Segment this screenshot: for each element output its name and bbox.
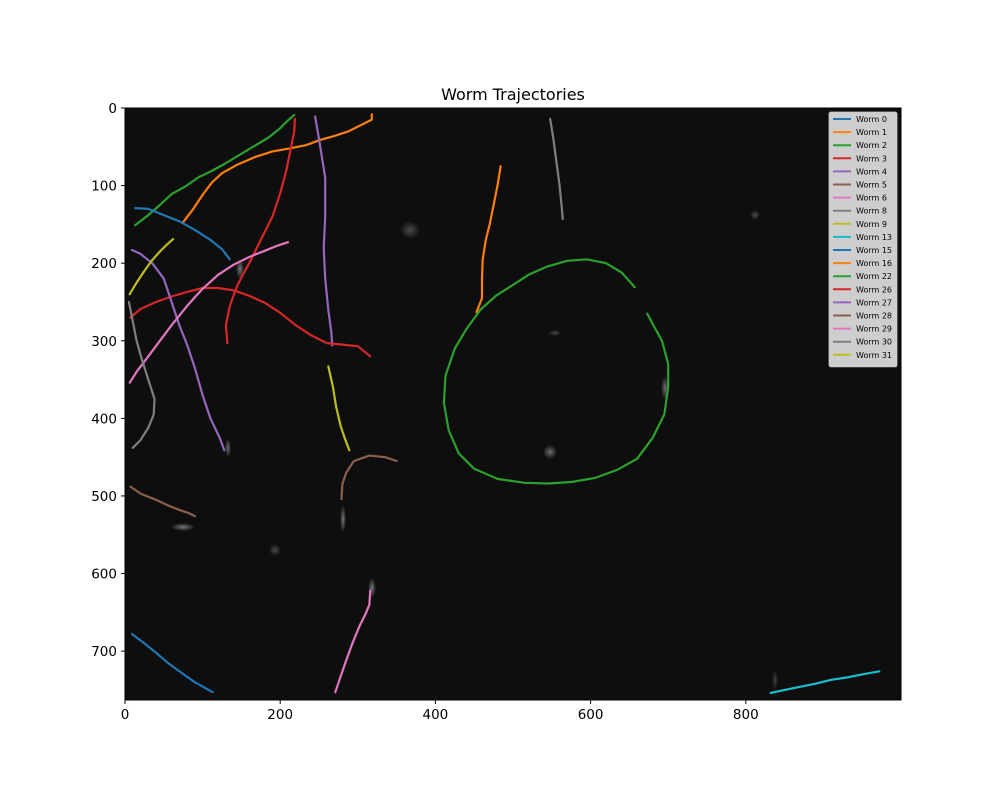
series-line-10 <box>134 207 231 261</box>
chart-title: Worm Trajectories <box>441 85 585 104</box>
legend-entry-4: Worm 4 <box>856 167 887 176</box>
background-blob <box>549 330 561 336</box>
legend-entry-5: Worm 5 <box>856 181 887 190</box>
y-tick-label: 600 <box>91 567 117 583</box>
background-blob <box>236 259 244 279</box>
series-line-1 <box>182 113 373 224</box>
series-line-13 <box>129 286 372 358</box>
plot-area <box>124 107 902 701</box>
legend-entry-2: Worm 2 <box>856 141 887 150</box>
series-line-17 <box>127 300 156 449</box>
series-line-4 <box>314 115 334 347</box>
x-tick-label: 600 <box>578 707 604 723</box>
background-blob <box>772 670 778 690</box>
series-line-18 <box>128 238 175 296</box>
y-tick-label: 500 <box>91 489 117 505</box>
legend-entry-14: Worm 27 <box>856 298 892 307</box>
series-layer <box>127 113 881 695</box>
series-line-6 <box>334 589 372 694</box>
series-line-8 <box>327 365 351 452</box>
legend-entry-9: Worm 13 <box>856 233 892 242</box>
x-tick-label: 0 <box>121 707 130 723</box>
series-line-2 <box>134 113 296 227</box>
x-tick-label: 200 <box>267 707 293 723</box>
microscope-background <box>125 108 901 700</box>
y-tick-label: 300 <box>91 334 117 350</box>
series-line-11 <box>475 165 502 314</box>
legend-entry-11: Worm 16 <box>856 259 892 268</box>
series-line-12 <box>442 258 670 485</box>
background-blob <box>400 221 420 239</box>
legend-entry-10: Worm 15 <box>856 246 892 255</box>
legend-entry-18: Worm 31 <box>856 351 892 360</box>
legend-entry-12: Worm 22 <box>856 272 892 281</box>
series-line-5 <box>340 454 398 501</box>
legend-entry-15: Worm 28 <box>856 312 892 321</box>
y-axis: 0 100 200 300 400 500 600 700 <box>91 101 125 660</box>
y-tick-label: 400 <box>91 411 117 427</box>
legend-entry-17: Worm 30 <box>856 338 892 347</box>
background-blob <box>340 505 346 533</box>
legend-entry-13: Worm 26 <box>856 285 892 294</box>
series-line-3 <box>224 117 296 345</box>
series-line-16 <box>128 241 290 384</box>
legend-entry-3: Worm 3 <box>856 154 887 163</box>
x-tick-label: 800 <box>733 707 759 723</box>
background-blob <box>171 523 195 531</box>
series-line-15 <box>129 485 196 518</box>
y-tick-label: 100 <box>91 179 117 195</box>
legend-entry-1: Worm 1 <box>856 128 887 137</box>
legend-entry-7: Worm 8 <box>856 207 887 216</box>
legend-entry-0: Worm 0 <box>856 115 887 124</box>
plot-frame <box>124 107 902 701</box>
legend-entry-8: Worm 9 <box>856 220 887 229</box>
background-blob <box>225 438 231 458</box>
x-tick-label: 400 <box>423 707 449 723</box>
y-tick-label: 0 <box>108 101 117 117</box>
y-tick-label: 700 <box>91 644 117 660</box>
legend: Worm 0 Worm 1 Worm 2 Worm 3 Worm 4 Worm 5 Worm… <box>828 111 898 368</box>
series-line-7 <box>549 117 564 221</box>
background-blob <box>543 445 557 459</box>
legend-entry-6: Worm 6 <box>856 194 887 203</box>
series-line-9 <box>769 670 881 695</box>
background-blob <box>750 210 760 220</box>
series-line-0 <box>130 632 214 694</box>
y-tick-label: 200 <box>91 256 117 272</box>
background-blob <box>269 544 281 556</box>
legend-entry-16: Worm 29 <box>856 325 892 334</box>
x-axis: 0 200 400 600 800 <box>121 700 759 723</box>
